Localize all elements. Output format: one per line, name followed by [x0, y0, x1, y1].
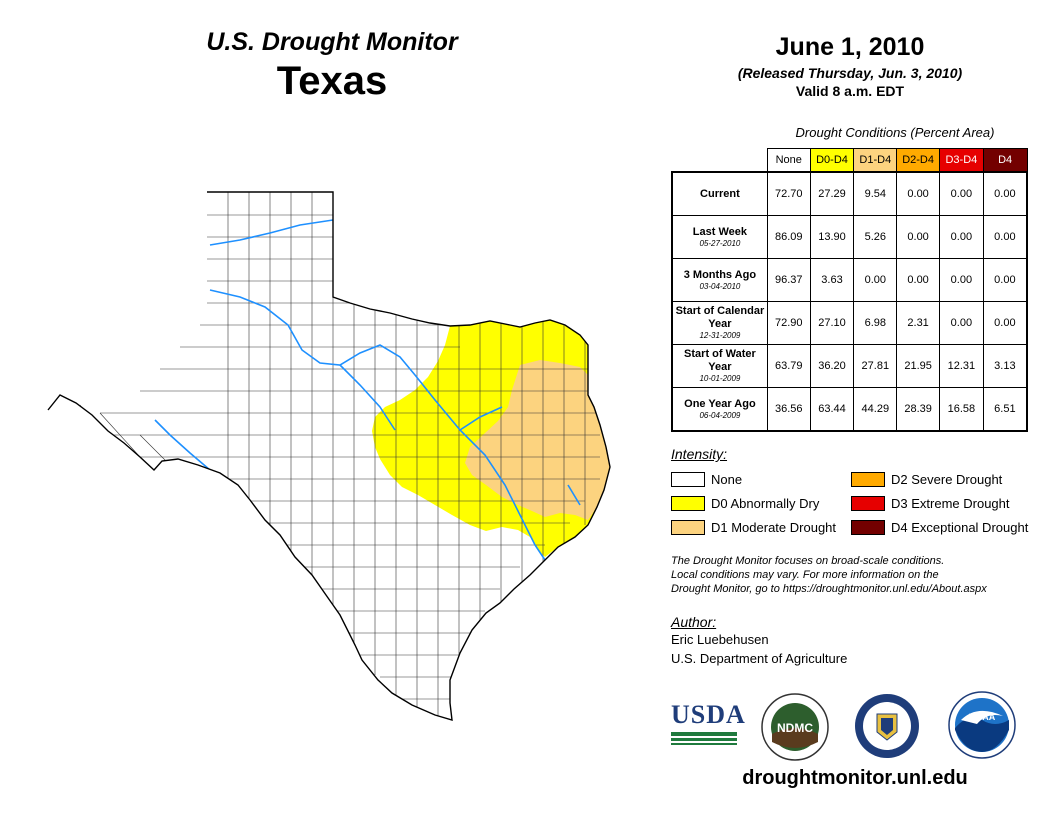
- release-date: (Released Thursday, Jun. 3, 2010): [737, 65, 963, 81]
- legend-swatch: [671, 495, 705, 511]
- cell-value: 27.29: [809, 171, 855, 216]
- cell-value: 0.00: [939, 258, 984, 302]
- cell-value: 2.31: [896, 301, 940, 345]
- cell-value: 3.63: [809, 258, 855, 302]
- legend-item-d4: D4 Exceptional Drought: [851, 517, 1028, 537]
- cell-value: 72.70: [766, 171, 811, 216]
- row-label: One Year Ago 06-04-2009: [670, 387, 768, 432]
- cell-value: 0.00: [982, 258, 1028, 302]
- cell-value: 5.26: [853, 215, 898, 259]
- cell-value: 3.13: [982, 344, 1028, 388]
- website-link[interactable]: droughtmonitor.unl.edu: [742, 767, 968, 789]
- cell-value: 0.00: [982, 215, 1028, 259]
- legend-swatch: [671, 519, 705, 535]
- row-label: Start of Water Year 10-01-2009: [670, 344, 768, 388]
- table-caption: Drought Conditions (Percent Area): [795, 125, 995, 140]
- author-title: Author:: [671, 614, 717, 630]
- cell-value: 27.10: [809, 301, 855, 345]
- row-label: Last Week 05-27-2010: [670, 215, 768, 259]
- col-header-d1-d4: D1-D4: [853, 148, 898, 173]
- commerce-seal-icon: [855, 694, 919, 758]
- cell-value: 13.90: [809, 215, 855, 259]
- table-row: 3 Months Ago 03-04-2010 96.37 3.63 0.00 0…: [670, 258, 1028, 302]
- row-label: Start of Calendar Year 12-31-2009: [670, 301, 768, 345]
- cell-value: 16.58: [939, 387, 984, 432]
- legend-swatch: [851, 519, 885, 535]
- map-header: U.S. Drought Monitor Texas: [122, 28, 542, 104]
- cell-value: 6.98: [853, 301, 898, 345]
- drought-conditions-table: None D0-D4 D1-D4 D2-D4 D3-D4 D4 Current …: [670, 148, 1028, 432]
- col-header-d4: D4: [982, 148, 1028, 173]
- cell-value: 0.00: [982, 171, 1028, 216]
- legend-item-d1: D1 Moderate Drought: [671, 517, 836, 537]
- cell-value: 86.09: [766, 215, 811, 259]
- legend-col-right: D2 Severe Drought D3 Extreme Drought D4 …: [851, 469, 1028, 537]
- row-label: Current: [670, 171, 768, 216]
- table-row: Start of Water Year 10-01-2009 63.79 36.2…: [670, 344, 1028, 388]
- map-date: June 1, 2010: [775, 33, 925, 61]
- cell-value: 63.79: [766, 344, 811, 388]
- legend-swatch: [851, 471, 885, 487]
- cell-value: 27.81: [853, 344, 898, 388]
- cell-value: 0.00: [939, 171, 984, 216]
- legend-item-none: None: [671, 469, 836, 489]
- valid-time: Valid 8 a.m. EDT: [795, 83, 905, 99]
- ndmc-logo-icon: NDMC: [761, 693, 829, 761]
- cell-value: 0.00: [982, 301, 1028, 345]
- county-lines: [59, 192, 600, 717]
- col-header-d2-d4: D2-D4: [896, 148, 940, 173]
- table-header-row: None D0-D4 D1-D4 D2-D4 D3-D4 D4: [672, 148, 1028, 173]
- author-block: Author: Eric Luebehusen U.S. Department …: [671, 614, 847, 668]
- cell-value: 0.00: [939, 215, 984, 259]
- cell-value: 96.37: [766, 258, 811, 302]
- texas-outline: [45, 192, 610, 720]
- cell-value: 0.00: [896, 171, 940, 216]
- col-header-none: None: [766, 148, 811, 173]
- cell-value: 9.54: [853, 171, 898, 216]
- table-row: Current 72.70 27.29 9.54 0.00 0.00 0.00: [670, 171, 1028, 216]
- cell-value: 72.90: [766, 301, 811, 345]
- cell-value: 0.00: [939, 301, 984, 345]
- cell-value: 12.31: [939, 344, 984, 388]
- disclaimer-note: The Drought Monitor focuses on broad-sca…: [671, 554, 1041, 596]
- cell-value: 21.95: [896, 344, 940, 388]
- cell-value: 0.00: [896, 258, 940, 302]
- author-name: Eric Luebehusen: [671, 632, 769, 647]
- cell-value: 28.39: [896, 387, 940, 432]
- row-label: 3 Months Ago 03-04-2010: [670, 258, 768, 302]
- table-row: Last Week 05-27-2010 86.09 13.90 5.26 0.0…: [670, 215, 1028, 259]
- usda-logo-icon: USDA: [671, 700, 745, 750]
- cell-value: 36.56: [766, 387, 811, 432]
- legend-title: Intensity:: [671, 446, 728, 462]
- author-org: U.S. Department of Agriculture: [671, 651, 848, 666]
- cell-value: 6.51: [982, 387, 1028, 432]
- cell-value: 0.00: [853, 258, 898, 302]
- noaa-logo-icon: NOAA: [948, 691, 1016, 759]
- legend-swatch: [671, 471, 705, 487]
- cell-value: 36.20: [809, 344, 855, 388]
- legend-item-d3: D3 Extreme Drought: [851, 493, 1028, 513]
- legend-col-left: None D0 Abnormally Dry D1 Moderate Droug…: [671, 469, 836, 537]
- legend-swatch: [851, 495, 885, 511]
- table-row: Start of Calendar Year 12-31-2009 72.90 2…: [670, 301, 1028, 345]
- cell-value: 63.44: [809, 387, 855, 432]
- col-header-d3-d4: D3-D4: [939, 148, 984, 173]
- svg-text:NOAA: NOAA: [969, 712, 996, 722]
- texas-drought-map: [45, 191, 611, 721]
- date-header: June 1, 2010 (Released Thursday, Jun. 3,…: [660, 33, 1040, 99]
- about-link[interactable]: Drought Monitor, go to https://droughtmo…: [671, 583, 987, 595]
- map-subtitle: U.S. Drought Monitor: [206, 28, 458, 56]
- legend-item-d2: D2 Severe Drought: [851, 469, 1028, 489]
- cell-value: 44.29: [853, 387, 898, 432]
- svg-text:NDMC: NDMC: [777, 721, 813, 735]
- state-title: Texas: [276, 59, 388, 103]
- table-row: One Year Ago 06-04-2009 36.56 63.44 44.29…: [670, 387, 1028, 432]
- col-header-d0-d4: D0-D4: [809, 148, 855, 173]
- legend-item-d0: D0 Abnormally Dry: [671, 493, 836, 513]
- cell-value: 0.00: [896, 215, 940, 259]
